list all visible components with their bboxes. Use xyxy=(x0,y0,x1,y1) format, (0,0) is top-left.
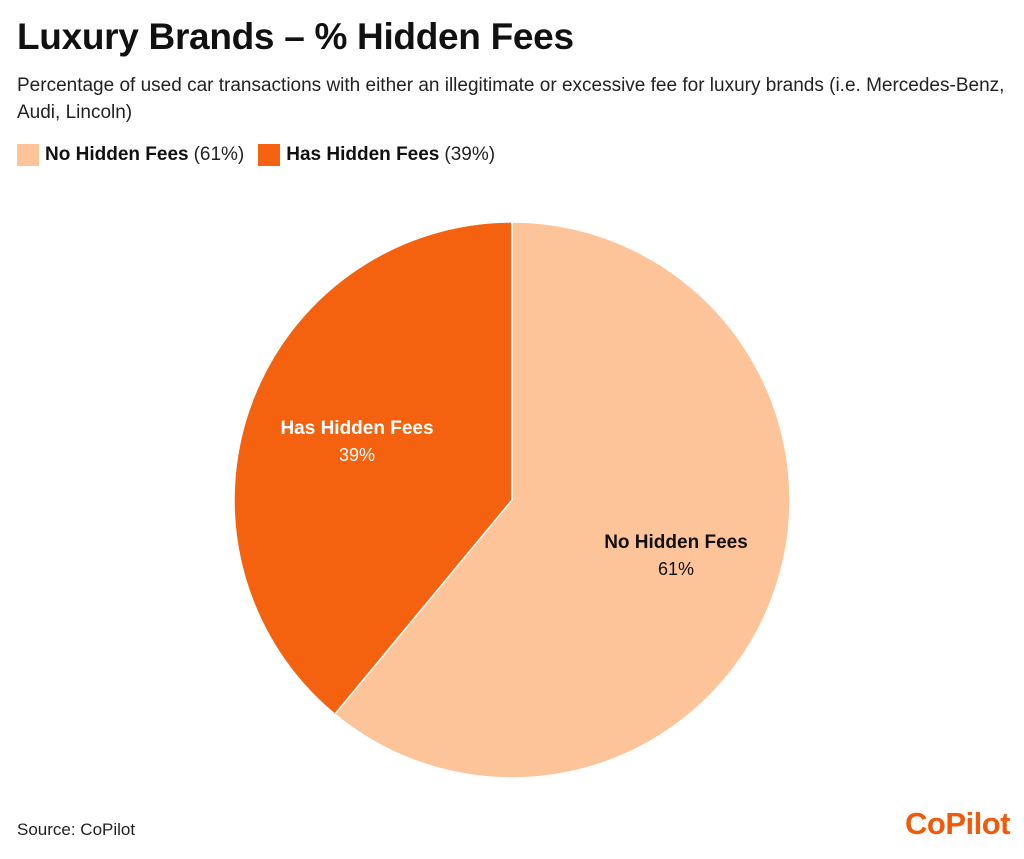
chart-title: Luxury Brands – % Hidden Fees xyxy=(17,16,574,57)
slice-value-no-hidden-fees: 61% xyxy=(658,559,694,579)
legend-swatch-no-hidden-fees xyxy=(17,144,39,166)
legend-pct-has-hidden-fees: (39%) xyxy=(444,144,496,165)
slice-label-no-hidden-fees: No Hidden Fees xyxy=(604,532,748,553)
source-note: Source: CoPilot xyxy=(17,820,136,839)
slice-label-has-hidden-fees: Has Hidden Fees xyxy=(280,418,433,439)
legend-label-has-hidden-fees: Has Hidden Fees xyxy=(286,144,440,165)
slice-value-has-hidden-fees: 39% xyxy=(339,445,375,465)
pie-slice-no-hidden-fees xyxy=(333,221,791,779)
pie-slice-has-hidden-fees xyxy=(233,221,513,716)
legend: No Hidden Fees (61%) Has Hidden Fees (39… xyxy=(17,144,509,166)
legend-item-no-hidden-fees: No Hidden Fees (61%) xyxy=(17,144,244,166)
legend-item-has-hidden-fees: Has Hidden Fees (39%) xyxy=(258,144,495,166)
chart-subtitle: Percentage of used car transactions with… xyxy=(17,75,1005,123)
legend-pct-no-hidden-fees: (61%) xyxy=(193,144,245,165)
copilot-logo: CoPilot xyxy=(905,806,1011,841)
legend-label-no-hidden-fees: No Hidden Fees xyxy=(45,144,189,165)
legend-swatch-has-hidden-fees xyxy=(258,144,281,166)
